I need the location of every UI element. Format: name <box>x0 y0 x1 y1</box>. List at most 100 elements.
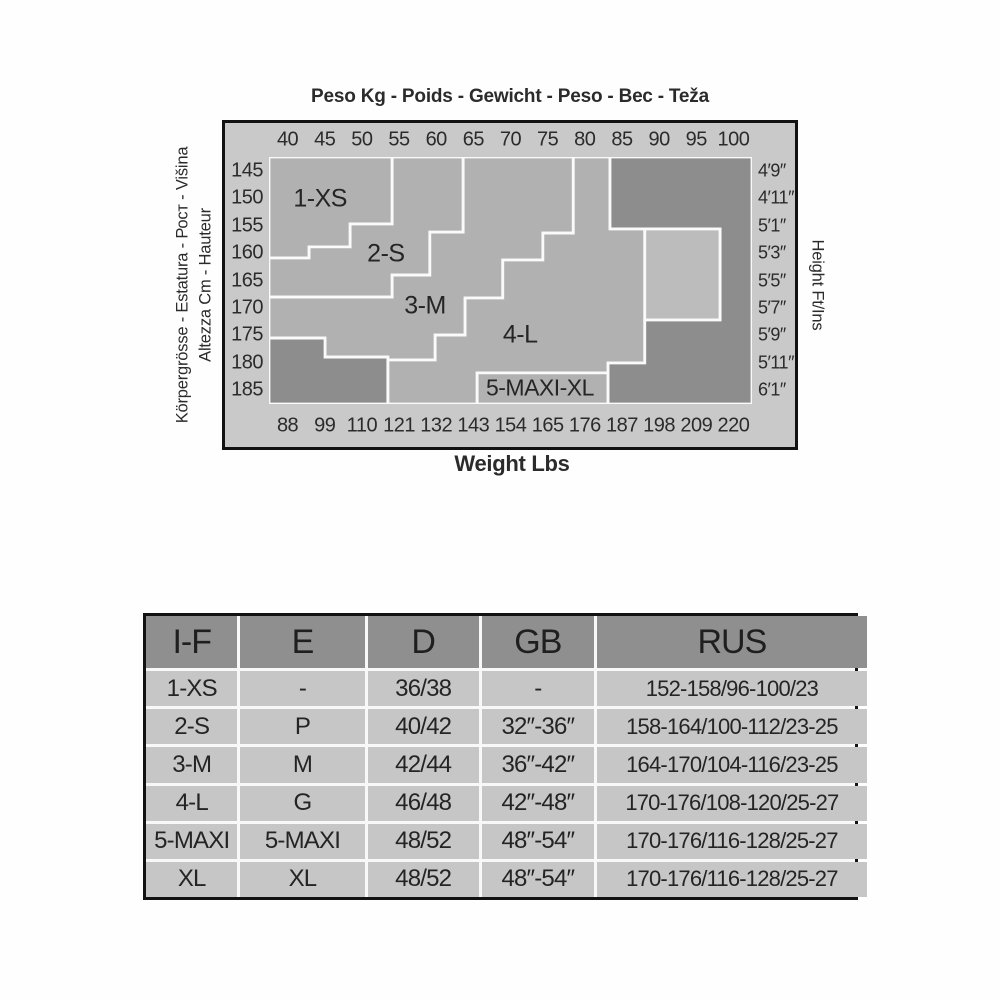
table-cell-r2c3: 40/42 <box>367 709 479 745</box>
ftin-tick: 4′11″ <box>758 187 794 208</box>
table-cell-r1c5: 152-158/96-100/23 <box>596 671 867 707</box>
table-cell-r3c5: 164-170/104-116/23-25 <box>596 747 867 783</box>
lbs-tick: 121 <box>383 414 415 437</box>
table-cell-r6c2: XL <box>240 861 365 897</box>
table-cell-r4c2: G <box>240 785 365 821</box>
table-header-gb: GB <box>481 616 594 668</box>
table-cell-r4c5: 170-176/108-120/25-27 <box>596 785 867 821</box>
lbs-tick: 187 <box>606 414 638 437</box>
size-zones-plot: 1-XS 2-S 3-M 4-L 5-MAXI-XL <box>269 157 752 404</box>
cm-tick: 180 <box>231 351 263 374</box>
zone-label-1-xs: 1-XS <box>293 184 347 213</box>
bottom-axis-label: Weight Lbs <box>454 451 570 476</box>
table-cell-r3c2: M <box>240 747 365 783</box>
cm-tick: 150 <box>231 186 263 209</box>
lbs-axis: 88 99 110 121 132 143 154 165 176 187 198 209 220 <box>269 404 752 447</box>
kg-tick: 80 <box>574 128 596 151</box>
table-cell-r5c2: 5-MAXI <box>240 823 365 859</box>
table-header-i-f: I-F <box>146 616 238 668</box>
table-cell-r2c4: 32″-36″ <box>481 709 594 745</box>
size-zones-svg <box>269 157 752 404</box>
kg-tick: 45 <box>314 128 336 151</box>
kg-tick: 75 <box>537 128 559 151</box>
table-header-e: E <box>240 616 365 668</box>
ftin-tick: 6′1″ <box>758 379 786 400</box>
lbs-tick: 220 <box>717 414 750 437</box>
ftin-tick: 5′7″ <box>758 297 786 318</box>
kg-tick: 50 <box>351 128 373 151</box>
ftin-tick: 5′3″ <box>758 242 786 263</box>
table-cell-r3c3: 42/44 <box>367 747 479 783</box>
table-cell-r5c3: 48/52 <box>367 823 479 859</box>
kg-tick: 65 <box>462 128 485 151</box>
cm-tick: 185 <box>231 378 263 401</box>
table-cell-r5c1: 5-MAXI <box>146 823 238 859</box>
zone-polygon-uncovered-bottom-left <box>269 338 388 404</box>
table-cell-r3c4: 36″-42″ <box>481 747 594 783</box>
chart-title: Peso Kg - Poids - Gewicht - Peso - Вес -… <box>311 86 709 107</box>
table-cell-r1c1: 1-XS <box>146 671 238 707</box>
table-cell-r6c3: 48/52 <box>367 861 479 897</box>
table-cell-r1c3: 36/38 <box>367 671 479 707</box>
cm-tick: 170 <box>231 296 263 319</box>
lbs-tick: 110 <box>346 414 378 437</box>
table-header-d: D <box>367 616 479 668</box>
size-conversion-table: I-F E D GB RUS 1-XS -36/38-152-158/96-100/23 2-… <box>143 613 867 900</box>
lbs-tick: 209 <box>680 414 713 437</box>
ftin-tick: 5′1″ <box>758 215 786 236</box>
cm-tick: 165 <box>231 269 263 291</box>
table-cell-r6c1: XL <box>146 861 238 897</box>
table-header-rus: RUS <box>596 616 867 668</box>
zone-label-3-m: 3-M <box>404 291 446 320</box>
table-cell-r2c1: 2-S <box>146 709 238 745</box>
right-axis-label: Height Ft/Ins <box>808 239 827 331</box>
ftin-tick: 5′9″ <box>758 324 786 345</box>
table-cell-r2c2: P <box>240 709 365 745</box>
kg-tick: 60 <box>425 128 448 151</box>
table-cell-r2c5: 158-164/100-112/23-25 <box>596 709 867 745</box>
left-axis-label-inner: Altezza Cm - Hauteur <box>196 208 215 362</box>
table-cell-r3c1: 3-M <box>146 747 238 783</box>
lbs-tick: 165 <box>531 414 564 437</box>
lbs-tick: 143 <box>457 414 490 437</box>
kg-tick: 85 <box>611 128 633 151</box>
lbs-tick: 154 <box>494 414 527 437</box>
kg-axis: 40 45 50 55 60 65 70 75 80 85 90 95 100 <box>269 123 752 157</box>
zone-polygon-4-l-extension <box>645 229 720 320</box>
lbs-tick: 132 <box>420 414 453 437</box>
zone-polygon-5-maxi-xl <box>477 373 608 404</box>
zone-label-2-s: 2-S <box>367 239 405 268</box>
kg-tick: 100 <box>717 128 750 151</box>
cm-tick: 160 <box>231 241 263 264</box>
ftin-tick: 5′11″ <box>758 352 794 373</box>
table-cell-r6c4: 48″-54″ <box>481 861 594 897</box>
cm-tick: 145 <box>231 159 263 182</box>
kg-tick: 90 <box>648 128 670 151</box>
zone-label-5-maxi-xl: 5-MAXI-XL <box>485 374 594 401</box>
ftin-tick: 5′5″ <box>758 270 786 290</box>
table-cell-r1c4: - <box>481 671 594 707</box>
lbs-tick: 99 <box>314 414 336 437</box>
kg-tick: 40 <box>276 128 299 151</box>
kg-tick: 95 <box>685 128 708 151</box>
lbs-tick: 176 <box>568 414 601 437</box>
table-cell-r1c2: - <box>240 671 365 707</box>
kg-tick: 70 <box>499 128 522 151</box>
zone-polygon-uncovered-right <box>608 157 752 404</box>
table-cell-r5c4: 48″-54″ <box>481 823 594 859</box>
zone-label-4-l: 4-L <box>502 320 538 349</box>
kg-tick: 55 <box>388 128 410 151</box>
table-cell-r5c5: 170-176/116-128/25-27 <box>596 823 867 859</box>
lbs-tick: 88 <box>276 414 299 437</box>
cm-axis: 145 150 155 160 165 170 175 180 185 <box>225 157 269 404</box>
ftin-axis: 4′9″ 4′11″ 5′1″ 5′3″ 5′5″ 5′7″ 5′9″ 5′11″ 6′1″ <box>752 157 795 404</box>
cm-tick: 175 <box>231 323 263 346</box>
cm-tick: 155 <box>231 214 263 237</box>
table-cell-r6c5: 170-176/116-128/25-27 <box>596 861 867 897</box>
table-cell-r4c4: 42″-48″ <box>481 785 594 821</box>
left-axis-label-outer: Körpergrösse - Estatura - Рост - Višina <box>173 146 192 424</box>
table-cell-r4c1: 4-L <box>146 785 238 821</box>
lbs-tick: 198 <box>643 414 676 437</box>
size-chart-frame: 40 45 50 55 60 65 70 75 80 85 90 95 100 145 150 155 160… <box>222 120 798 450</box>
